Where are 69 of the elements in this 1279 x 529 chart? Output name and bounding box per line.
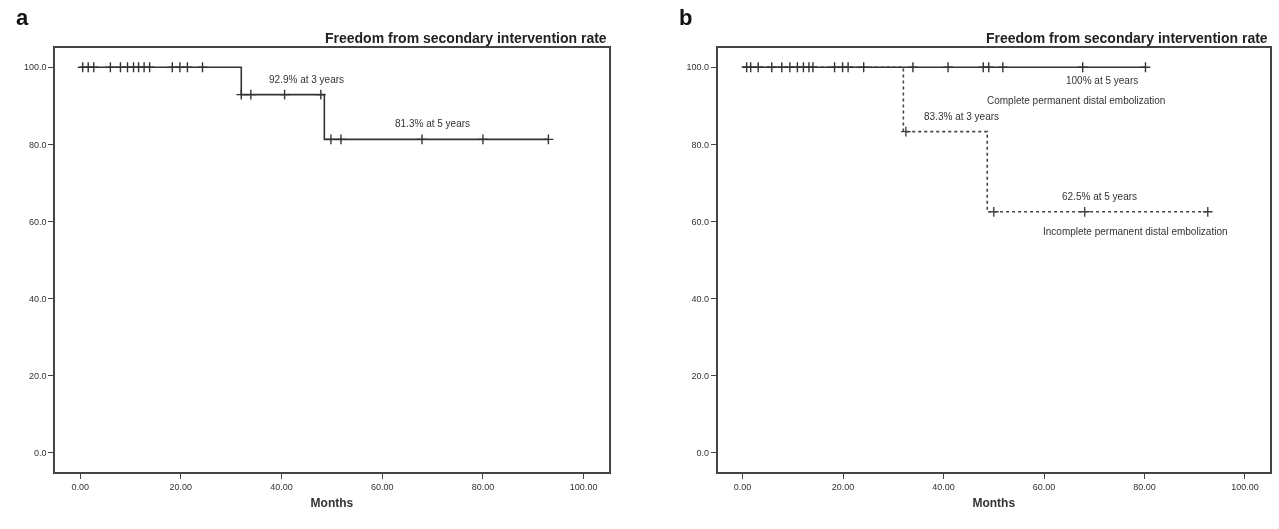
point [174, 61, 186, 73]
x-tick-label: 80.00 [1133, 481, 1156, 492]
point [315, 89, 327, 101]
chart-title: Freedom from secondary intervention rate [325, 30, 607, 46]
x-axis-title: Months [972, 495, 1016, 510]
point [1202, 206, 1214, 218]
point [104, 61, 116, 73]
point [907, 61, 919, 73]
y-tick-label: 20.0 [28, 370, 47, 381]
y-tick-label: 100.0 [686, 62, 709, 73]
point [278, 89, 291, 101]
chart-title: Freedom from secondary intervention rate [986, 30, 1268, 46]
point [752, 61, 764, 73]
point [235, 89, 247, 101]
point [828, 61, 841, 73]
point [942, 61, 954, 73]
x-axis-title: Months [310, 495, 354, 510]
point [196, 61, 209, 73]
point [997, 61, 1009, 73]
y-tick-label: 60.0 [28, 216, 47, 227]
point [335, 133, 347, 145]
point [477, 133, 489, 145]
x-tick-label: 100.00 [1231, 481, 1259, 492]
y-tick-label: 40.0 [28, 293, 47, 304]
point [1139, 61, 1152, 73]
y-tick-label: 60.0 [691, 216, 709, 227]
x-tick-label: 20.00 [169, 481, 193, 492]
x-tick-label: 60.00 [370, 481, 394, 492]
point [88, 61, 100, 73]
point [842, 61, 854, 73]
point [416, 133, 428, 145]
point [776, 61, 788, 73]
text: b [679, 5, 693, 30]
point [144, 61, 156, 73]
point [1077, 61, 1089, 73]
point [1079, 206, 1091, 218]
y-tick-label: 80.0 [28, 139, 47, 150]
point [766, 61, 778, 73]
x-tick-label: 0.00 [733, 481, 752, 492]
x-tick-label: 40.00 [270, 481, 293, 492]
annotation: 81.3% at 5 years [395, 118, 471, 129]
x-tick-label: 40.00 [932, 481, 955, 492]
annotation: 62.5% at 5 years [1062, 191, 1138, 202]
y-tick-label: 80.0 [691, 139, 709, 150]
y-tick-label: 0.0 [33, 447, 47, 458]
y-tick-label: 40.0 [691, 293, 709, 304]
point [858, 61, 870, 73]
y-tick-label: 100.0 [23, 62, 47, 73]
x-tick-label: 0.00 [71, 481, 89, 492]
point [245, 89, 257, 101]
point [166, 61, 178, 73]
x-tick-label: 100.00 [569, 481, 598, 492]
point [983, 61, 995, 73]
x-tick-label: 20.00 [831, 481, 855, 492]
annotation: 83.3% at 3 years [924, 111, 1000, 122]
point [325, 133, 337, 145]
y-tick-label: 0.0 [696, 447, 709, 458]
series-label: Incomplete permanent distal embolization [1043, 226, 1228, 237]
x-tick-label: 60.00 [1032, 481, 1056, 492]
annotation: 92.9% at 3 years [269, 74, 345, 85]
y-tick-label: 20.0 [691, 370, 709, 381]
point [181, 61, 194, 73]
point [988, 206, 1000, 218]
text: a [16, 5, 29, 30]
annotation: 100% at 5 years [1066, 75, 1139, 86]
point [900, 126, 912, 138]
x-tick-label: 80.00 [471, 481, 495, 492]
point [542, 133, 554, 145]
text: Complete permanent distal embolization [987, 95, 1166, 106]
